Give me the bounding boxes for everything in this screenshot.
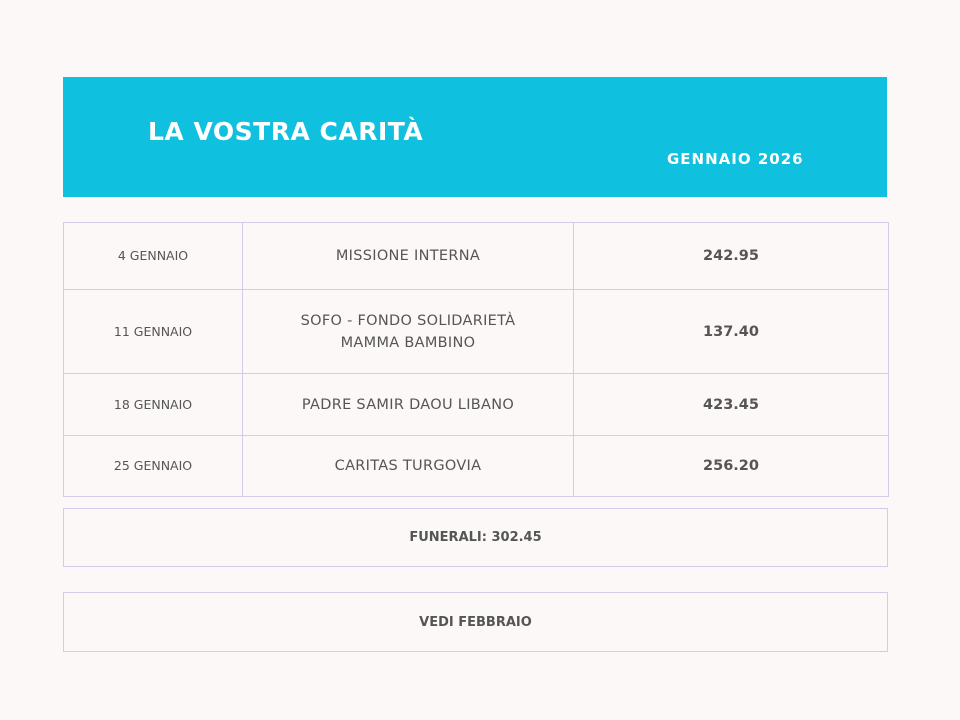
table-row: 25 GENNAIO CARITAS TURGOVIA 256.20: [63, 435, 889, 497]
destination-cell: CARITAS TURGOVIA: [242, 435, 574, 497]
destination-cell: SOFO - FONDO SOLIDARIETÀ MAMMA BAMBINO: [242, 289, 574, 374]
table-row: 4 GENNAIO MISSIONE INTERNA 242.95: [63, 222, 889, 290]
amount-cell: 137.40: [573, 289, 889, 374]
date-cell: 11 GENNAIO: [63, 289, 243, 374]
date-cell: 4 GENNAIO: [63, 222, 243, 290]
table-row: 18 GENNAIO PADRE SAMIR DAOU LIBANO 423.45: [63, 373, 889, 436]
next-month-label: VEDI FEBBRAIO: [419, 614, 532, 630]
next-month-button[interactable]: VEDI FEBBRAIO: [63, 592, 888, 652]
destination-cell: MISSIONE INTERNA: [242, 222, 574, 290]
date-cell: 18 GENNAIO: [63, 373, 243, 436]
destination-cell: PADRE SAMIR DAOU LIBANO: [242, 373, 574, 436]
page-title: LA VOSTRA CARITÀ: [148, 117, 424, 146]
table-row: 11 GENNAIO SOFO - FONDO SOLIDARIETÀ MAMMA…: [63, 289, 889, 374]
amount-cell: 423.45: [573, 373, 889, 436]
funerals-box: FUNERALI: 302.45: [63, 508, 888, 567]
funerals-text: FUNERALI: 302.45: [409, 530, 542, 545]
month-label: GENNAIO 2026: [667, 150, 804, 168]
date-cell: 25 GENNAIO: [63, 435, 243, 497]
charity-table: 4 GENNAIO MISSIONE INTERNA 242.95 11 GENNAI…: [63, 222, 889, 497]
header-banner: LA VOSTRA CARITÀ GENNAIO 2026: [63, 77, 887, 197]
amount-cell: 256.20: [573, 435, 889, 497]
amount-cell: 242.95: [573, 222, 889, 290]
